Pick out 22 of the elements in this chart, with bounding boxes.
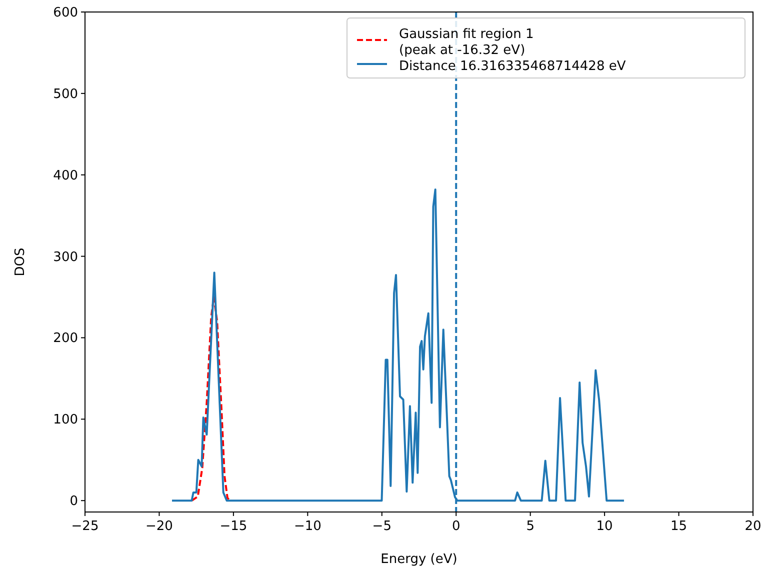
y-tick-label: 300 bbox=[53, 250, 78, 265]
x-tick-label: −15 bbox=[220, 519, 248, 534]
x-axis-title: Energy (eV) bbox=[380, 552, 458, 567]
y-tick-label: 400 bbox=[53, 168, 78, 184]
y-tick-label: 500 bbox=[53, 86, 78, 102]
x-tick-label: 5 bbox=[526, 519, 534, 534]
x-tick-label: 15 bbox=[670, 519, 688, 534]
x-tick-label: 20 bbox=[744, 519, 762, 534]
x-tick-label: 0 bbox=[452, 519, 460, 534]
x-tick-label: 10 bbox=[596, 519, 613, 534]
y-tick-label: 600 bbox=[53, 6, 78, 20]
y-tick-label: 0 bbox=[70, 494, 78, 510]
x-tick-label: −5 bbox=[372, 519, 392, 534]
legend-label: Distance 16.316335468714428 eV bbox=[399, 59, 626, 74]
x-tick-label: −25 bbox=[71, 519, 99, 534]
y-tick-label: 200 bbox=[53, 331, 78, 346]
line-series bbox=[190, 296, 232, 502]
legend-label: Gaussian fit region 1 (peak at -16.32 eV) bbox=[399, 27, 534, 58]
y-axis-title: DOS bbox=[13, 248, 28, 276]
x-tick-label: −20 bbox=[146, 519, 173, 534]
x-tick-label: −10 bbox=[294, 519, 322, 534]
y-tick-label: 100 bbox=[53, 412, 78, 428]
